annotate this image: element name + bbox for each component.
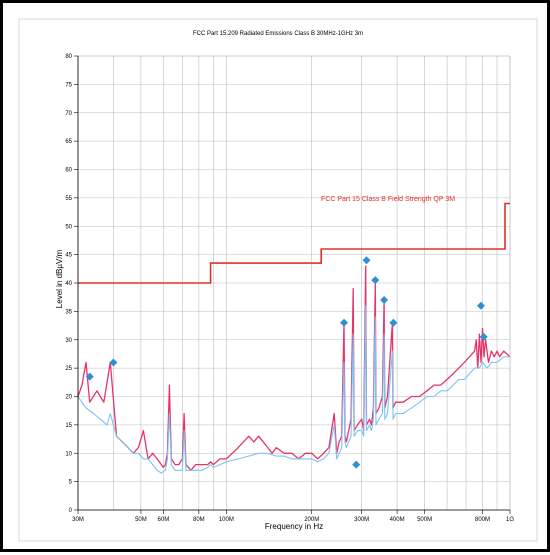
y-tick-label: 35 bbox=[65, 309, 72, 315]
final-measurement-marker bbox=[371, 276, 380, 285]
y-tick-label: 5 bbox=[69, 480, 73, 486]
final-measurement-marker bbox=[389, 318, 398, 327]
emissions-chart: FCC Part 15.209 Radiated Emissions Class… bbox=[18, 18, 538, 542]
final-measurement-marker bbox=[479, 332, 488, 341]
chart-title: FCC Part 15.209 Radiated Emissions Class… bbox=[193, 31, 363, 37]
x-tick-label: 200M bbox=[304, 517, 319, 523]
x-tick-label: 800M bbox=[475, 517, 490, 523]
peak-series-line bbox=[77, 265, 511, 471]
x-tick-label: 500M bbox=[417, 517, 432, 523]
final-measurement-marker bbox=[109, 358, 118, 367]
y-tick-label: 70 bbox=[65, 111, 72, 117]
limit-line-label: FCC Part 15 Class B Field Strength QP 3M bbox=[321, 196, 455, 203]
average-series-line bbox=[77, 305, 510, 474]
x-tick-label: 300M bbox=[354, 517, 369, 523]
x-tick-label: 1G bbox=[506, 517, 514, 523]
x-axis-title: Frequency in Hz bbox=[265, 522, 323, 531]
y-tick-label: 40 bbox=[65, 281, 72, 287]
y-axis-title: Level in dBµV/m bbox=[55, 249, 64, 308]
final-measurement-marker bbox=[85, 372, 94, 381]
y-tick-label: 10 bbox=[65, 451, 72, 457]
x-tick-label: 80M bbox=[193, 517, 205, 523]
chart-panel bbox=[18, 18, 538, 542]
x-tick-label: 60M bbox=[158, 517, 170, 523]
y-tick-label: 60 bbox=[65, 168, 72, 174]
y-tick-label: 25 bbox=[65, 366, 72, 372]
y-tick-label: 30 bbox=[65, 338, 72, 344]
y-tick-label: 0 bbox=[69, 508, 73, 514]
x-tick-label: 400M bbox=[390, 517, 405, 523]
y-tick-label: 15 bbox=[65, 423, 72, 429]
final-measurement-marker bbox=[340, 318, 349, 327]
x-tick-label: 30M bbox=[72, 517, 84, 523]
marker-layer bbox=[85, 256, 488, 469]
series-layer bbox=[77, 265, 511, 474]
y-tick-label: 55 bbox=[65, 196, 72, 202]
final-measurement-marker bbox=[352, 460, 361, 469]
limit-line bbox=[78, 202, 510, 284]
final-measurement-marker bbox=[380, 296, 389, 305]
y-tick-label: 65 bbox=[65, 139, 72, 145]
y-tick-label: 80 bbox=[65, 54, 72, 60]
x-tick-label: 50M bbox=[135, 517, 147, 523]
y-tick-label: 50 bbox=[65, 224, 72, 230]
final-measurement-marker bbox=[362, 256, 371, 265]
limit-layer bbox=[78, 202, 510, 284]
axis-layer: 0 5 10 15 20 25 30 35 40 45 50 55 60 65 70 75 80 30M 50M 60… bbox=[65, 54, 514, 523]
y-tick-label: 20 bbox=[65, 395, 72, 401]
x-tick-label: 100M bbox=[219, 517, 234, 523]
final-measurement-marker bbox=[476, 301, 485, 310]
y-tick-label: 45 bbox=[65, 253, 72, 259]
y-tick-label: 75 bbox=[65, 82, 72, 88]
